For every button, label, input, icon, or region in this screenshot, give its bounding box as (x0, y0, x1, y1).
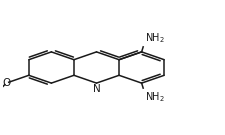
Text: NH$_2$: NH$_2$ (145, 31, 165, 45)
Text: NH$_2$: NH$_2$ (145, 90, 165, 104)
Text: N: N (93, 84, 100, 94)
Text: O: O (2, 78, 10, 88)
